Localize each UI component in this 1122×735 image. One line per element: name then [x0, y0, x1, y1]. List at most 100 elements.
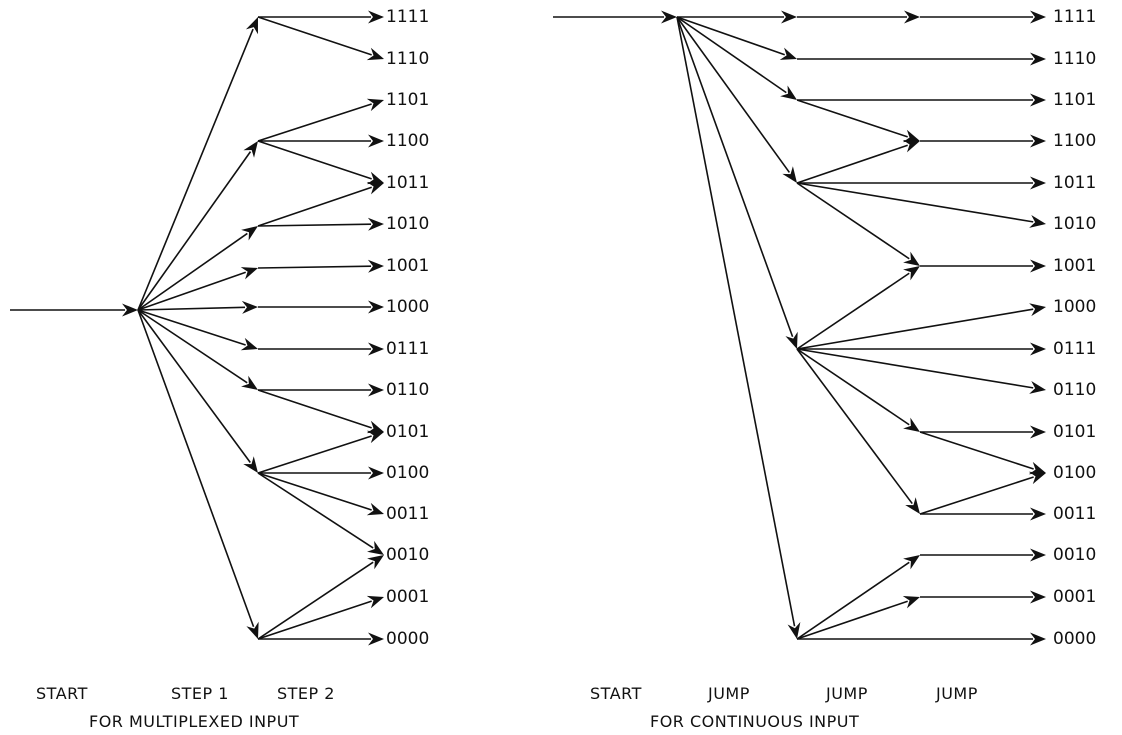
- right-output-code: 1011: [1053, 173, 1096, 193]
- right-output-code: 0000: [1053, 629, 1096, 649]
- left-output-code: 1000: [386, 297, 429, 317]
- right-jump1-arrow-arrowhead: [782, 166, 797, 183]
- right-output-code: 0010: [1053, 545, 1096, 565]
- left-output-code: 1011: [386, 173, 429, 193]
- left-output-code: 0100: [386, 463, 429, 483]
- right-caption: FOR CONTINUOUS INPUT: [650, 712, 859, 731]
- left-step2-arrow-arrowhead: [366, 420, 384, 434]
- right-jump3-arrow: [919, 431, 1034, 470]
- left-step1-arrow-arrowhead: [243, 141, 258, 158]
- left-step1-arrow: [137, 271, 246, 311]
- left-step1-arrow-arrowhead: [240, 267, 258, 280]
- left-output-code: 0011: [386, 504, 429, 524]
- left-step2-arrow-arrowhead: [368, 466, 384, 480]
- right-jump2-arrow-arrowhead: [903, 417, 920, 432]
- left-step2-arrow-arrowhead: [368, 300, 384, 314]
- left-step1-arrow-arrowhead: [241, 226, 258, 241]
- right-output-code: 0110: [1053, 380, 1096, 400]
- right-jump1-arrow-arrowhead: [780, 85, 797, 100]
- right-jump2-arrow: [796, 144, 908, 184]
- left-step2-arrow: [257, 472, 374, 549]
- left-step2-arrow-arrowhead: [367, 259, 384, 273]
- right-jump3-arrow: [919, 476, 1034, 515]
- left-step2-arrow: [257, 16, 372, 56]
- right-output-code: 0100: [1053, 463, 1096, 483]
- right-jump2-arrow: [796, 348, 910, 426]
- left-output-code: 1111: [386, 7, 429, 27]
- left-step1-arrow: [137, 309, 251, 464]
- left-output-code: 1100: [386, 131, 429, 151]
- right-jump2-arrow: [796, 561, 910, 640]
- right-output-code: 1100: [1053, 131, 1096, 151]
- multiplexed-input-tree: 1111 1110 1101 1100 1011 1010 1001 1000 0111 0110…: [10, 7, 429, 649]
- right-jump1-label: JUMP: [707, 684, 750, 703]
- left-output-code: 1101: [386, 90, 429, 110]
- right-jump3-arrow: [796, 348, 1034, 389]
- right-jump3-arrow-arrowhead: [1030, 259, 1046, 273]
- left-step2-arrow: [257, 600, 372, 640]
- right-output-code: 0111: [1053, 339, 1096, 359]
- left-output-code: 0001: [386, 587, 429, 607]
- left-step1-arrow: [137, 309, 246, 346]
- left-output-code: 0111: [386, 339, 429, 359]
- right-jump2-arrow: [796, 99, 908, 138]
- right-jump3-arrow-arrowhead: [1030, 507, 1046, 521]
- right-jump3-arrow-arrowhead: [1030, 342, 1046, 356]
- left-step2-arrow-arrowhead: [366, 430, 384, 444]
- right-jump2-arrow-arrowhead: [902, 140, 920, 153]
- left-output-code: 0110: [386, 380, 429, 400]
- right-output-code: 1110: [1053, 49, 1096, 69]
- right-jump1-arrow: [676, 16, 785, 56]
- left-step2-arrow: [257, 103, 372, 142]
- right-jump2-label: JUMP: [825, 684, 868, 703]
- left-output-code: 1110: [386, 49, 429, 69]
- right-output-code: 1010: [1053, 214, 1096, 234]
- continuous-input-tree: 1111 1110 1101 1100 1011 1010 1001 1000 0111 0110…: [553, 7, 1096, 649]
- left-step2-arrow: [257, 561, 374, 640]
- right-jump3-arrow: [796, 308, 1034, 350]
- left-step2-arrow: [257, 435, 372, 474]
- left-step2-arrow: [257, 186, 372, 227]
- left-step2-arrow: [257, 472, 372, 511]
- right-jump2-arrow: [796, 600, 908, 640]
- left-step2-arrow-arrowhead: [367, 540, 384, 555]
- left-caption: FOR MULTIPLEXED INPUT: [89, 712, 299, 731]
- right-jump1-arrow-arrowhead: [787, 622, 801, 639]
- left-step2-arrow-arrowhead: [367, 555, 384, 570]
- right-jump1-arrow: [676, 16, 787, 94]
- right-jump1-arrow-arrowhead: [785, 331, 798, 349]
- right-jump3-arrow-arrowhead: [1028, 471, 1046, 485]
- left-step1-arrow-arrowhead: [241, 300, 258, 314]
- left-step1-arrow: [137, 306, 246, 311]
- left-step2-arrow-arrowhead: [368, 632, 384, 646]
- right-jump3-arrow-arrowhead: [1030, 425, 1046, 439]
- left-output-code: 0010: [386, 545, 429, 565]
- left-step1-label: STEP 1: [171, 684, 229, 703]
- right-jump1-arrow: [676, 16, 796, 627]
- left-step2-arrow-arrowhead: [366, 595, 384, 609]
- right-jump2-arrow: [796, 348, 913, 505]
- left-step2-arrow-arrowhead: [367, 217, 384, 231]
- right-jump2-arrow-arrowhead: [903, 555, 920, 570]
- left-step2-arrow: [257, 223, 372, 227]
- left-step2-arrow-arrowhead: [368, 383, 384, 397]
- left-step2-arrow: [257, 265, 372, 269]
- right-start-label: START: [590, 684, 642, 703]
- right-jump3-arrow-arrowhead: [1029, 303, 1046, 317]
- left-step2-arrow: [257, 389, 372, 429]
- right-jump3-arrow-arrowhead: [1030, 632, 1046, 646]
- left-step1-arrow-arrowhead: [240, 337, 258, 351]
- right-jump1-arrow: [676, 16, 791, 173]
- right-jump1-arrow-arrowhead: [779, 47, 797, 60]
- right-jump1-arrow: [676, 16, 794, 338]
- left-input-arrow-arrowhead: [122, 303, 138, 317]
- right-jump3-label: JUMP: [935, 684, 978, 703]
- right-jump2-arrow: [796, 272, 910, 350]
- left-step2-arrow: [257, 140, 372, 180]
- left-output-code: 1010: [386, 214, 429, 234]
- left-step1-arrow: [137, 309, 255, 628]
- left-step2-arrow-arrowhead: [366, 502, 384, 516]
- right-output-code: 1111: [1053, 7, 1096, 27]
- left-step2-arrow-arrowhead: [368, 342, 384, 356]
